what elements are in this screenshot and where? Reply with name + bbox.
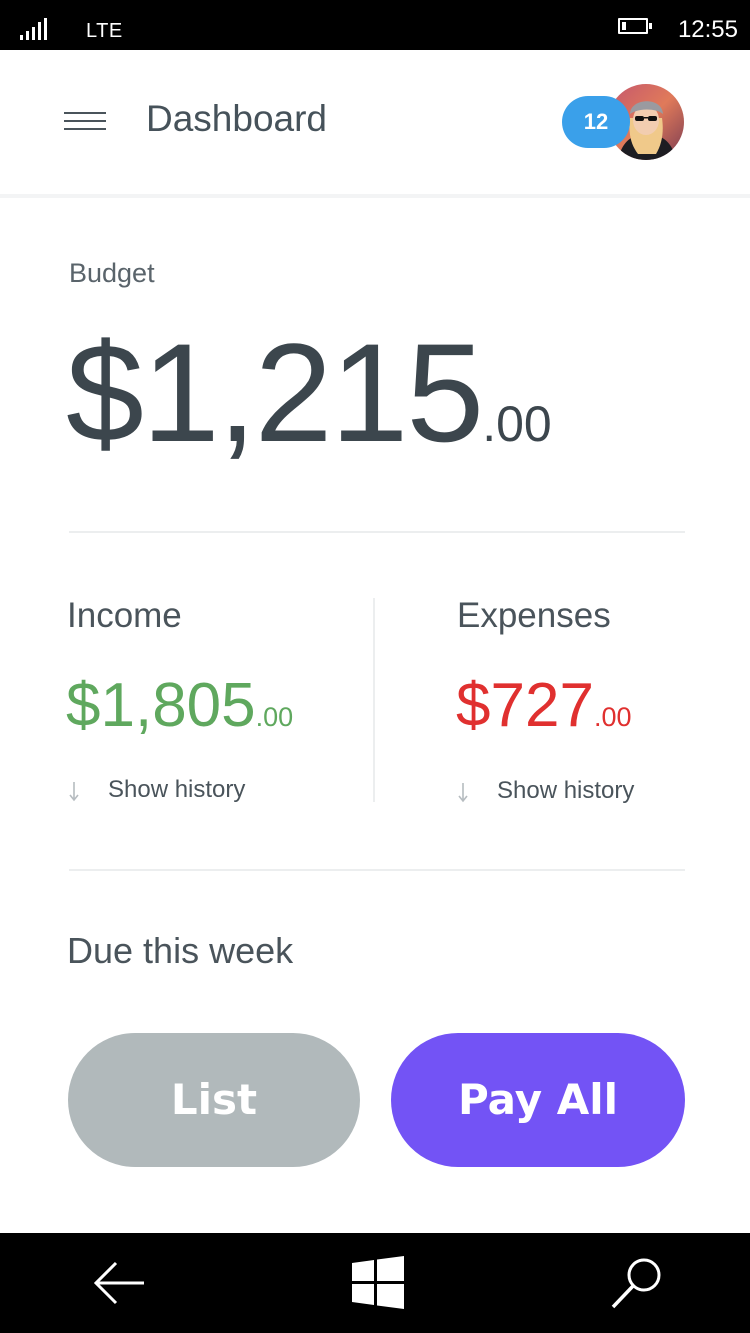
expenses-amount-major: $727 [456, 671, 594, 740]
notification-badge[interactable]: 12 [562, 96, 630, 148]
expenses-amount: $727.00 [456, 670, 631, 741]
income-amount-major: $1,805 [66, 671, 256, 740]
signal-icon [20, 16, 50, 40]
page-title: Dashboard [146, 98, 328, 139]
budget-amount: $1,215.00 [66, 312, 552, 474]
income-history-label: Show history [108, 776, 246, 803]
app-header: Dashboard 12 [0, 50, 750, 198]
income-title: Income [67, 596, 182, 635]
expenses-history-label: Show history [497, 777, 635, 804]
budget-label: Budget [69, 258, 155, 288]
expenses-amount-minor: .00 [593, 702, 632, 732]
income-show-history[interactable]: Show history [68, 776, 245, 804]
expenses-title: Expenses [457, 596, 611, 635]
pay-all-button[interactable]: Pay All [391, 1033, 685, 1167]
status-time: 12:55 [677, 16, 738, 43]
network-type: LTE [86, 20, 123, 42]
list-button[interactable]: List [68, 1033, 360, 1167]
section-divider [69, 531, 685, 533]
windows-logo-icon[interactable] [350, 1255, 410, 1311]
battery-icon [618, 18, 652, 34]
status-bar: LTE 12:55 [0, 0, 750, 50]
arrow-down-icon [68, 780, 80, 802]
income-amount: $1,805.00 [66, 670, 293, 741]
expenses-show-history[interactable]: Show history [457, 777, 634, 805]
budget-amount-major: $1,215 [66, 314, 484, 471]
search-icon[interactable] [610, 1255, 670, 1311]
column-divider [373, 598, 375, 802]
section-divider [69, 869, 685, 871]
avatar[interactable] [608, 84, 684, 160]
due-this-week-title: Due this week [67, 930, 294, 971]
hamburger-menu-icon[interactable] [64, 112, 106, 132]
navigation-bar [0, 1233, 750, 1333]
back-arrow-icon[interactable] [90, 1255, 150, 1311]
budget-amount-minor: .00 [482, 396, 552, 452]
arrow-down-icon [457, 781, 469, 803]
income-amount-minor: .00 [255, 702, 294, 732]
